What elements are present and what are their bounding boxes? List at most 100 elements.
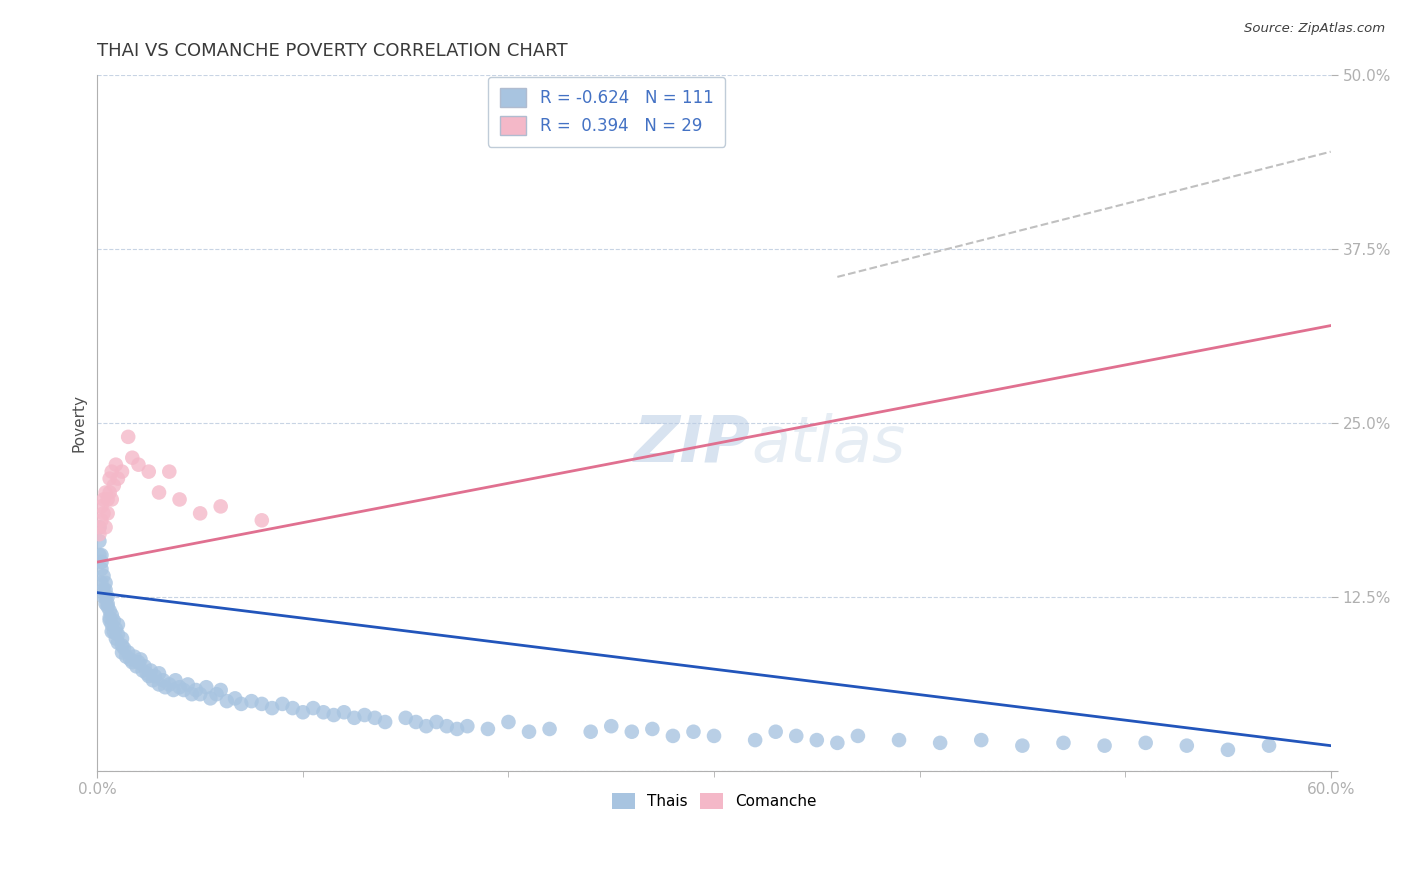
Point [353, 708, 375, 723]
Point [744, 733, 766, 747]
Point [806, 733, 828, 747]
Point [1258, 739, 1281, 753]
Point [405, 714, 427, 729]
Point [188, 687, 211, 701]
Point [143, 669, 166, 683]
Point [138, 465, 160, 479]
Point [209, 683, 232, 698]
Point [97, 599, 120, 614]
Point [97, 590, 120, 604]
Point [846, 729, 869, 743]
Point [90, 513, 112, 527]
Point [271, 697, 294, 711]
Point [138, 669, 160, 683]
Point [333, 706, 356, 720]
Point [100, 624, 122, 639]
Y-axis label: Poverty: Poverty [72, 394, 86, 452]
Point [111, 632, 134, 646]
Point [107, 627, 129, 641]
Point [600, 719, 623, 733]
Point [970, 733, 993, 747]
Point [1094, 739, 1116, 753]
Point [703, 729, 725, 743]
Point [148, 485, 170, 500]
Point [1052, 736, 1074, 750]
Point [620, 724, 643, 739]
Point [100, 465, 122, 479]
Point [111, 639, 134, 653]
Point [90, 500, 112, 514]
Point [107, 636, 129, 650]
Point [425, 714, 447, 729]
Point [120, 652, 142, 666]
Point [129, 652, 152, 666]
Point [93, 590, 115, 604]
Point [205, 687, 228, 701]
Point [93, 582, 115, 597]
Point [169, 680, 191, 694]
Text: Source: ZipAtlas.com: Source: ZipAtlas.com [1244, 22, 1385, 36]
Point [312, 706, 335, 720]
Point [98, 610, 121, 624]
Point [785, 729, 807, 743]
Point [111, 645, 134, 659]
Point [97, 507, 120, 521]
Point [148, 666, 170, 681]
Point [89, 527, 111, 541]
Legend: Thais, Comanche: Thais, Comanche [606, 787, 823, 815]
Point [97, 492, 120, 507]
Point [127, 655, 149, 669]
Point [124, 649, 146, 664]
Point [103, 478, 125, 492]
Point [94, 590, 117, 604]
Point [142, 673, 165, 688]
Point [89, 534, 111, 549]
Point [162, 683, 184, 698]
Point [517, 724, 540, 739]
Point [90, 555, 112, 569]
Point [104, 632, 127, 646]
Point [215, 694, 238, 708]
Point [827, 736, 849, 750]
Point [446, 722, 468, 736]
Point [139, 664, 162, 678]
Point [1216, 743, 1239, 757]
Point [94, 582, 117, 597]
Point [127, 458, 149, 472]
Point [112, 641, 135, 656]
Text: atlas: atlas [751, 413, 905, 475]
Point [395, 711, 418, 725]
Point [94, 485, 117, 500]
Point [98, 604, 121, 618]
Point [135, 666, 157, 681]
Point [538, 722, 561, 736]
Point [929, 736, 952, 750]
Point [184, 683, 207, 698]
Point [456, 719, 478, 733]
Point [188, 507, 211, 521]
Point [89, 520, 111, 534]
Point [165, 673, 187, 688]
Point [1011, 739, 1033, 753]
Point [125, 659, 148, 673]
Point [121, 655, 143, 669]
Point [115, 649, 138, 664]
Point [90, 562, 112, 576]
Point [98, 614, 121, 628]
Text: ZIP: ZIP [634, 413, 751, 475]
Point [322, 708, 344, 723]
Point [1135, 736, 1157, 750]
Point [180, 687, 202, 701]
Point [169, 492, 191, 507]
Point [93, 569, 115, 583]
Point [177, 677, 200, 691]
Point [579, 724, 602, 739]
Text: THAI VS COMANCHE POVERTY CORRELATION CHART: THAI VS COMANCHE POVERTY CORRELATION CHA… [97, 42, 568, 60]
Point [231, 697, 253, 711]
Point [131, 664, 153, 678]
Point [240, 694, 263, 708]
Point [291, 706, 314, 720]
Point [262, 701, 284, 715]
Point [887, 733, 910, 747]
Point [97, 597, 120, 611]
